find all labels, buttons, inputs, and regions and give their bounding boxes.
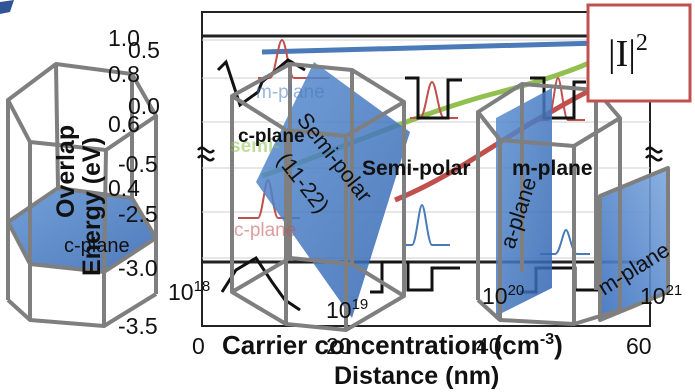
energy-tick-0.5: 0.5 — [128, 37, 160, 63]
distance-tick-0: 0 — [192, 333, 205, 359]
hex-prism-semi-polar — [230, 62, 410, 332]
semi-polar-facet — [256, 62, 410, 318]
m-plane-cb-profile — [530, 76, 586, 120]
c-plane-cb-profile — [216, 58, 306, 108]
m-plane-facet — [600, 168, 668, 320]
axis-break-marks — [197, 146, 663, 162]
energy-tick-minus-2.5: -2.5 — [118, 201, 158, 227]
overlap-y-tick-labels: 1.0 0.8 0.6 0.4 — [108, 25, 140, 201]
faint-series-labels: m-plane semi- c-plane — [230, 82, 325, 241]
overlap-xtick-1e20: 1020 — [482, 282, 524, 309]
overlap-squared-box: |I|2 — [586, 3, 692, 103]
overlap-tick-0.6: 0.6 — [108, 111, 140, 137]
faint-label-semi: semi- — [230, 136, 280, 157]
energy-tick-minus-0.5: -0.5 — [118, 151, 158, 177]
axis-break-left — [197, 146, 215, 162]
overlap-tick-1.0: 1.0 — [108, 25, 140, 51]
top-left-fragment — [0, 0, 14, 14]
overlap-series-m-plane — [261, 40, 601, 55]
faint-label-c-plane: c-plane — [234, 220, 296, 241]
axis-break-right — [645, 146, 663, 162]
semi-polar-electron-peak — [410, 80, 458, 119]
label-c-plane-hex: c-plane — [64, 235, 130, 257]
energy-tick-0.0: 0.0 — [128, 93, 160, 119]
overlap-axis-title: Overlap — [52, 125, 80, 218]
energy-tick-minus-3.0: -3.0 — [118, 255, 158, 281]
hex-prism-c-plane — [6, 62, 158, 328]
semi-polar-hole-peak — [405, 203, 450, 246]
c-plane-facet — [8, 188, 156, 272]
distance-tick-20: 20 — [326, 333, 352, 359]
energy-y-tick-labels: 0.5 0.0 -0.5 -2.5 -3.0 -3.5 — [118, 37, 160, 339]
overlap-xtick-1e19: 1019 — [326, 296, 368, 323]
overlap-plot-frame — [201, 11, 651, 327]
overlap-tick-0.4: 0.4 — [108, 175, 140, 201]
overlap-squared-box-frame — [586, 3, 692, 103]
semi-polar-vb-profile — [370, 260, 460, 294]
distance-tick-40: 40 — [476, 333, 502, 359]
energy-axis-title: Energy (eV) — [78, 137, 106, 276]
overlap-x-tick-labels: 1018 1019 1020 1021 — [168, 278, 682, 323]
overlap-squared-label: |I|2 — [608, 30, 648, 75]
label-semi-polar-bold: Semi-polar — [362, 157, 471, 180]
distance-tick-60: 60 — [626, 333, 652, 359]
semi-polar-cb-profile — [405, 76, 462, 120]
concentration-axis-title: Carrier concentration (cm-3) — [222, 330, 563, 360]
hex-prism-a-m-plane — [476, 82, 670, 326]
label-c-plane: c-plane — [238, 126, 305, 147]
distance-axis-title: Distance (nm) — [334, 362, 499, 390]
energy-tick-minus-3.5: -3.5 — [118, 313, 158, 339]
overlap-xtick-1e21: 1021 — [640, 282, 682, 309]
distance-x-tick-labels: 0 20 40 60 — [192, 333, 652, 359]
overlap-xtick-1e18: 1018 — [168, 278, 210, 305]
faint-label-m-plane: m-plane — [256, 82, 325, 103]
overlap-tick-0.8: 0.8 — [108, 61, 140, 87]
label-m-plane: m-plane — [512, 157, 593, 180]
